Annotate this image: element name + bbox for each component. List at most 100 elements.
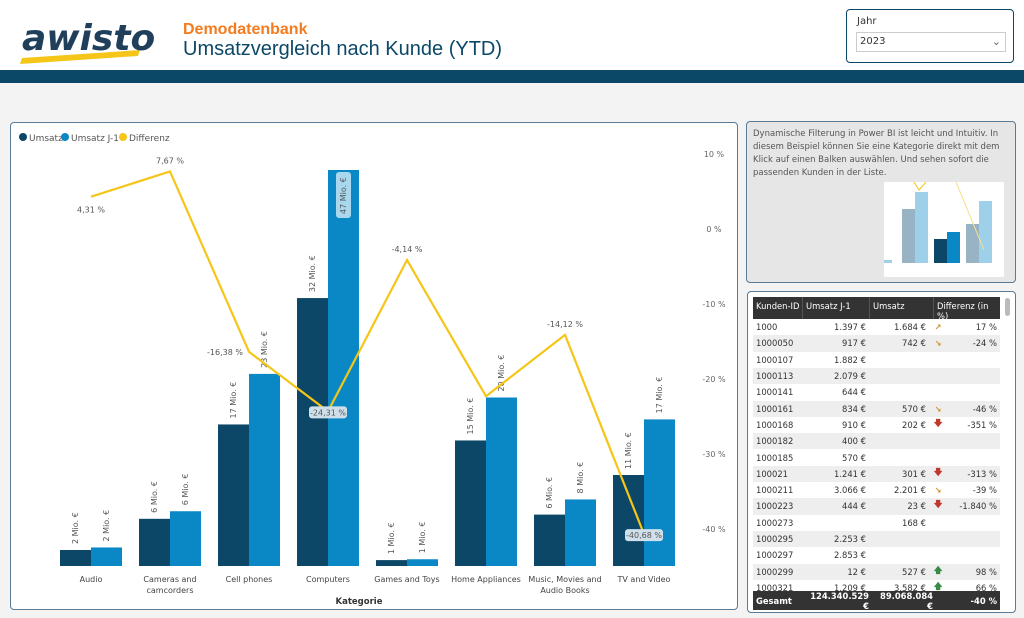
y-right-tick: 10 % [704,150,725,159]
bar-umsatz-j1[interactable] [644,419,675,566]
bar-umsatz[interactable] [297,298,328,566]
category-label: TV and Video [617,575,671,584]
differenz-point[interactable] [246,349,252,355]
bar-umsatz[interactable] [455,440,486,566]
cell-kunden-id: 1000185 [756,452,794,463]
info-panel: Dynamische Filterung in Power BI ist lei… [746,121,1016,283]
awisto-logo: awisto [20,18,155,64]
table-row[interactable]: 1000185 570 € [753,449,1000,465]
page-title: Umsatzvergleich nach Kunde (YTD) [183,38,503,60]
table-row[interactable]: 1000168 910 € 202 € 🡇 -351 % [753,417,1000,433]
year-value: 2023 [860,36,886,47]
cell-umsatz-j1: 3.066 € [834,485,866,496]
table-row[interactable]: 1000161 834 € 570 € ↘ -46 % [753,400,1000,417]
cell-kunden-id: 1000107 [756,354,794,365]
table-row[interactable]: 1000182 400 € [753,433,1000,450]
arrow-up-icon: 🡅 [933,564,943,575]
cell-umsatz-j1: 910 € [842,419,866,430]
differenz-line [90,170,646,535]
col-kunden-id[interactable]: Kunden-ID [753,297,803,319]
bar-umsatz-j1[interactable] [170,511,201,566]
cell-kunden-id: 100021 [756,468,788,479]
customer-table: Kunden-ID Umsatz J-1 Umsatz Differenz (i… [747,291,1016,613]
table-scrollbar[interactable] [1005,298,1010,316]
cell-umsatz: 168 € [902,517,926,528]
legend-label-umsatz: Umsatz [29,134,63,144]
cell-umsatz-j1: 444 € [842,501,866,512]
bar-umsatz-j1[interactable] [565,499,596,566]
chart-svg: Umsatz Umsatz J-1 Differenz 10 % 0 % -10 % -20… [19,133,726,607]
cell-umsatz: 527 € [902,566,926,577]
bar-umsatz[interactable] [534,514,565,566]
differenz-point[interactable] [88,194,94,200]
cell-umsatz-j1: 1.209 € [834,582,866,593]
bar-data-label: 2 Mio. € [71,512,80,544]
line-data-label: -14,12 % [547,320,583,329]
category-label: Cameras and camcorders [143,575,196,595]
bar-data-label: 47 Mio. € [339,177,348,214]
arrow-down-right-icon: ↘ [934,403,942,414]
cell-kunden-id: 1000211 [756,485,794,496]
table-row[interactable]: 1000295 2.253 € [753,530,1000,548]
cell-umsatz-j1: 917 € [842,338,866,349]
table-row[interactable]: 1000223 444 € 23 € 🡇 -1.840 % [753,498,1000,515]
col-umsatz-j1[interactable]: Umsatz J-1 [803,297,870,319]
category-label: Home Appliances [451,575,521,584]
legend-marker-differenz [119,133,127,141]
differenz-point[interactable] [167,168,173,174]
table-row[interactable]: 1000273 168 € [753,515,1000,531]
bar-umsatz-j1[interactable] [407,559,438,566]
cell-umsatz: 1.684 € [894,322,926,333]
bar-umsatz-j1[interactable] [91,547,122,566]
arrow-down-icon: 🡇 [933,466,943,477]
line-data-label: 4,31 % [77,206,105,215]
bar-umsatz[interactable] [60,549,91,566]
y-right-tick: -40 % [702,525,726,534]
cell-umsatz: 301 € [902,468,926,479]
table-row[interactable]: 1000113 2.079 € [753,367,1000,385]
cell-umsatz-j1: 1.882 € [834,354,866,365]
differenz-point[interactable] [562,332,568,338]
cell-kunden-id: 1000050 [756,338,794,349]
cell-umsatz: 2.201 € [894,485,926,496]
cell-kunden-id: 1000223 [756,501,794,512]
table-row[interactable]: 1000141 644 € [753,384,1000,400]
bar-umsatz-j1[interactable] [328,170,359,566]
table-row[interactable]: 1000211 3.066 € 2.201 € ↘ -39 % [753,482,1000,498]
cell-kunden-id: 1000113 [756,371,794,382]
cell-differenz: 66 % [975,582,997,593]
cell-kunden-id: 1000321 [756,582,794,593]
bar-umsatz[interactable] [218,424,249,566]
bar-umsatz[interactable] [139,518,170,566]
category-label: Computers [306,575,350,584]
cell-umsatz-j1: 1.241 € [834,468,866,479]
col-umsatz[interactable]: Umsatz [870,297,934,319]
table-row[interactable]: 1000050 917 € 742 € ↘ -24 % [753,335,1000,352]
cell-umsatz-j1: 570 € [842,452,866,463]
year-dropdown[interactable]: 2023 ⌄ [856,32,1006,52]
differenz-point[interactable] [483,393,489,399]
cell-kunden-id: 1000161 [756,403,794,414]
table-row[interactable]: 1000107 1.882 € [753,352,1000,368]
bar-umsatz-j1[interactable] [249,373,280,566]
table-row[interactable]: 1000321 1.209 € 3.582 € 🡅 66 % [753,580,1000,596]
cell-umsatz: 202 € [902,419,926,430]
line-data-label: -16,38 % [207,348,243,357]
bar-umsatz-j1[interactable] [486,397,517,566]
cell-umsatz-j1: 2.253 € [834,534,866,545]
col-differenz[interactable]: Differenz (in %) [937,301,989,321]
y-right-tick: -20 % [702,375,726,384]
category-label: Cell phones [226,575,273,584]
slicer-label: Jahr [857,16,877,27]
bar-umsatz[interactable] [376,560,407,566]
table-row[interactable]: 1000297 2.853 € [753,547,1000,563]
category-label: Audio [80,575,103,584]
differenz-point[interactable] [404,257,410,263]
cell-differenz: -351 % [967,419,997,430]
legend-label-differenz: Differenz [129,134,170,144]
table-row[interactable]: 1000299 12 € 527 € 🡅 98 % [753,563,1000,580]
table-row[interactable]: 1000 1.397 € 1.684 € ↗ 17 % [753,319,1000,335]
table-row[interactable]: 100021 1.241 € 301 € 🡇 -313 % [753,465,1000,482]
legend-marker-umsatz_j1 [61,133,69,141]
year-slicer: Jahr 2023 ⌄ [846,9,1014,63]
